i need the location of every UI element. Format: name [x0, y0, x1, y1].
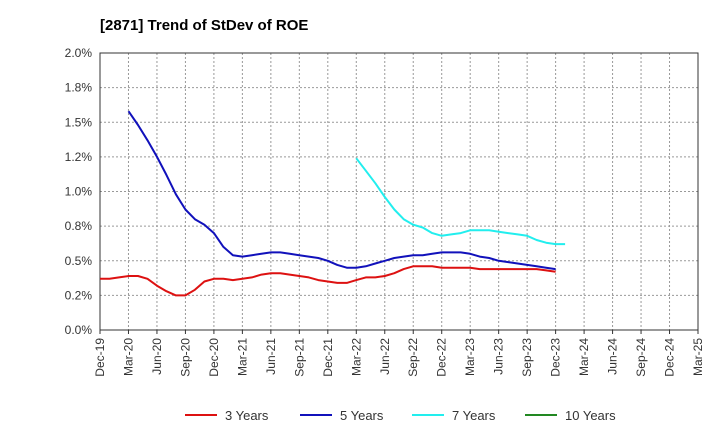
x-tick-label: Dec-23: [549, 338, 563, 377]
x-tick-label: Mar-22: [349, 338, 363, 376]
y-tick-label: 1.8%: [65, 81, 93, 95]
x-tick-label: Jun-22: [378, 338, 392, 375]
x-tick-label: Jun-20: [150, 338, 164, 375]
x-tick-label: Dec-24: [663, 338, 677, 377]
x-tick-label: Mar-23: [463, 338, 477, 376]
legend-label: 10 Years: [565, 408, 616, 423]
x-tick-label: Sep-22: [406, 338, 420, 377]
x-tick-label: Dec-19: [93, 338, 107, 377]
legend-label: 5 Years: [340, 408, 384, 423]
x-tick-label: Sep-24: [634, 338, 648, 377]
x-tick-label: Dec-21: [321, 338, 335, 377]
y-tick-label: 1.0%: [65, 185, 93, 199]
x-tick-label: Jun-21: [264, 338, 278, 375]
plot-frame: [99, 52, 699, 331]
plot-background: [100, 53, 698, 330]
y-tick-label: 0.0%: [65, 323, 93, 337]
x-tick-label: Jun-24: [606, 338, 620, 375]
legend: 3 Years 5 Years 7 Years 10 Years: [185, 408, 616, 423]
x-tick-label: Sep-21: [292, 338, 306, 377]
x-tick-label: Dec-22: [435, 338, 449, 377]
y-tick-label: 1.2%: [65, 150, 93, 164]
x-tick-label: Mar-21: [235, 338, 249, 376]
y-tick-label: 0.2%: [65, 288, 93, 302]
series-line-7-years: [355, 157, 566, 246]
x-tick-label: Mar-24: [577, 338, 591, 376]
series-line-5-years: [127, 110, 556, 271]
x-tick-label: Sep-20: [178, 338, 192, 377]
legend-label: 7 Years: [452, 408, 496, 423]
legend-label: 3 Years: [225, 408, 269, 423]
y-tick-label: 1.5%: [65, 115, 93, 129]
x-tick-label: Sep-23: [520, 338, 534, 377]
y-tick-label: 0.8%: [65, 219, 93, 233]
y-tick-label: 0.5%: [65, 254, 93, 268]
x-tick-label: Mar-25: [691, 338, 705, 376]
x-tick-label: Mar-20: [121, 338, 135, 376]
series-line-3-years: [100, 265, 556, 297]
x-tick-label: Dec-20: [207, 338, 221, 377]
plot-area: 0.0% 0.2% 0.5% 0.8% 1.0% 1.2% 1.5% 1.8% 2.0% Dec-…: [65, 46, 705, 377]
x-tick-label: Jun-23: [492, 338, 506, 375]
chart-title: [2871] Trend of StDev of ROE: [100, 17, 308, 34]
y-tick-label: 2.0%: [65, 46, 93, 60]
